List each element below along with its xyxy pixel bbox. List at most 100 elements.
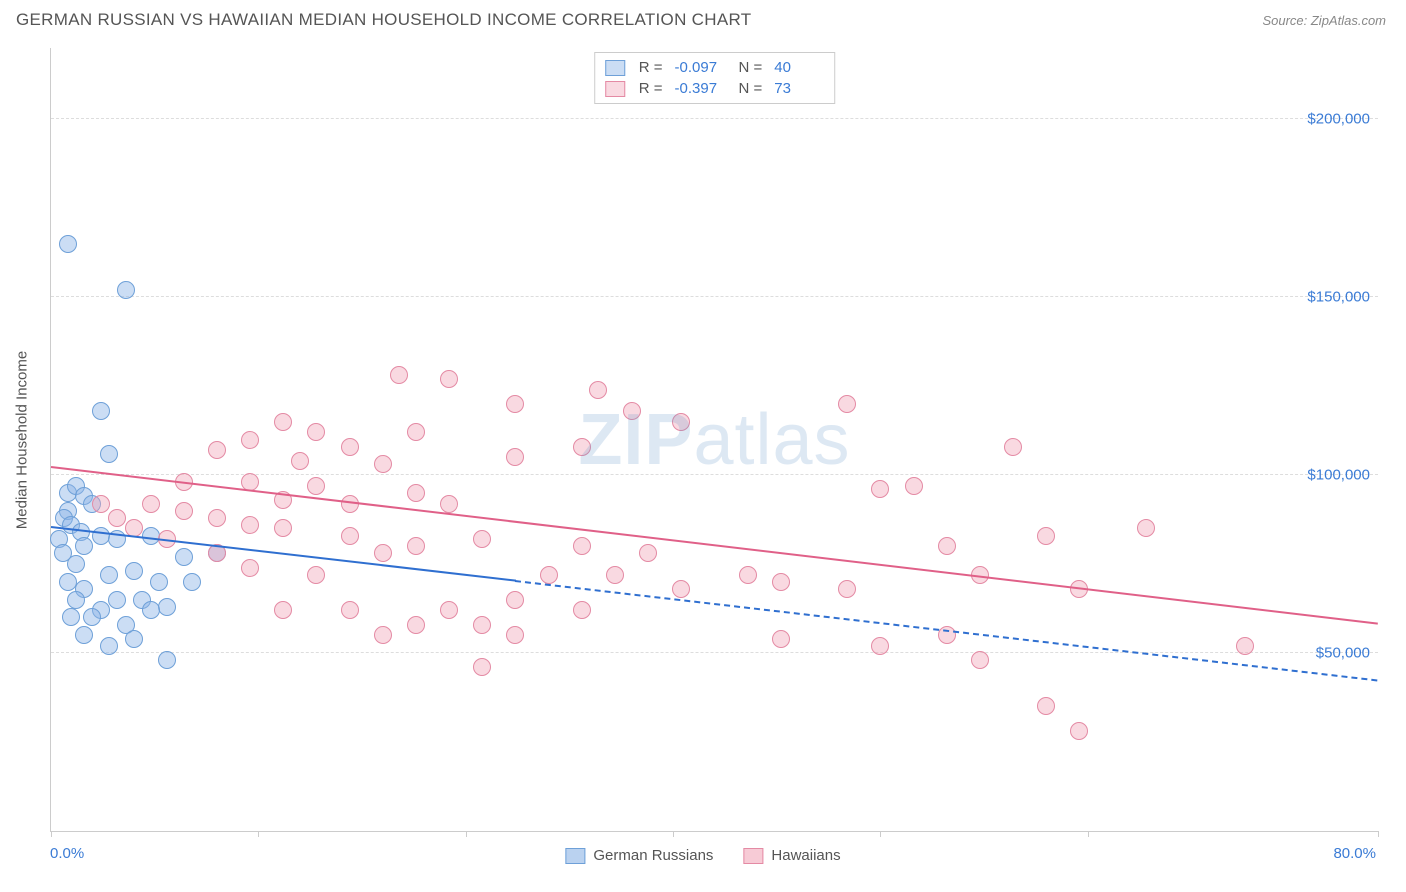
legend-row: R = -0.097 N = 40 xyxy=(605,57,825,78)
data-point xyxy=(75,626,93,644)
data-point xyxy=(440,601,458,619)
data-point xyxy=(1037,527,1055,545)
data-point xyxy=(871,637,889,655)
data-point xyxy=(274,413,292,431)
data-point xyxy=(100,637,118,655)
data-point xyxy=(407,423,425,441)
data-point xyxy=(241,559,259,577)
data-point xyxy=(506,626,524,644)
legend-swatch xyxy=(605,81,625,97)
data-point xyxy=(108,509,126,527)
data-point xyxy=(274,519,292,537)
data-point xyxy=(506,591,524,609)
data-point xyxy=(390,366,408,384)
data-point xyxy=(573,601,591,619)
data-point xyxy=(971,651,989,669)
data-point xyxy=(573,438,591,456)
n-label: N = xyxy=(739,59,763,76)
r-label: R = xyxy=(639,59,663,76)
gridline xyxy=(51,296,1378,297)
trend-line xyxy=(51,466,1378,625)
data-point xyxy=(75,537,93,555)
data-point xyxy=(291,452,309,470)
source-attribution: Source: ZipAtlas.com xyxy=(1262,13,1386,28)
y-tick-label: $100,000 xyxy=(1307,467,1370,484)
data-point xyxy=(440,495,458,513)
y-tick-label: $150,000 xyxy=(1307,289,1370,306)
data-point xyxy=(506,395,524,413)
n-label: N = xyxy=(739,80,763,97)
r-value: -0.097 xyxy=(675,59,725,76)
data-point xyxy=(838,580,856,598)
gridline xyxy=(51,118,1378,119)
data-point xyxy=(623,402,641,420)
data-point xyxy=(1004,438,1022,456)
data-point xyxy=(175,502,193,520)
n-value: 73 xyxy=(774,80,824,97)
x-tick xyxy=(1088,831,1089,837)
data-point xyxy=(142,601,160,619)
data-point xyxy=(92,402,110,420)
data-point xyxy=(117,281,135,299)
x-tick xyxy=(51,831,52,837)
data-point xyxy=(341,438,359,456)
data-point xyxy=(208,509,226,527)
data-point xyxy=(59,235,77,253)
data-point xyxy=(307,423,325,441)
y-tick-label: $50,000 xyxy=(1316,645,1370,662)
data-point xyxy=(407,616,425,634)
data-point xyxy=(341,527,359,545)
data-point xyxy=(241,516,259,534)
data-point xyxy=(125,630,143,648)
data-point xyxy=(341,601,359,619)
data-point xyxy=(871,480,889,498)
data-point xyxy=(1037,697,1055,715)
data-point xyxy=(639,544,657,562)
data-point xyxy=(67,591,85,609)
legend-item: Hawaiians xyxy=(743,847,840,864)
r-value: -0.397 xyxy=(675,80,725,97)
data-point xyxy=(1236,637,1254,655)
data-point xyxy=(905,477,923,495)
y-axis-label: Median Household Income xyxy=(14,351,31,529)
data-point xyxy=(672,580,690,598)
x-tick xyxy=(258,831,259,837)
legend-row: R =-0.397N =73 xyxy=(605,78,825,99)
x-tick xyxy=(880,831,881,837)
data-point xyxy=(473,658,491,676)
data-point xyxy=(1070,722,1088,740)
legend-swatch xyxy=(743,848,763,864)
data-point xyxy=(407,537,425,555)
data-point xyxy=(142,495,160,513)
data-point xyxy=(374,626,392,644)
data-point xyxy=(938,537,956,555)
data-point xyxy=(374,544,392,562)
data-point xyxy=(672,413,690,431)
n-value: 40 xyxy=(774,59,824,76)
watermark: ZIPatlas xyxy=(578,399,850,481)
data-point xyxy=(158,651,176,669)
data-point xyxy=(307,566,325,584)
series-legend: German RussiansHawaiians xyxy=(565,847,840,864)
data-point xyxy=(473,530,491,548)
data-point xyxy=(274,601,292,619)
chart-title: GERMAN RUSSIAN VS HAWAIIAN MEDIAN HOUSEH… xyxy=(16,10,751,30)
correlation-legend: R = -0.097 N = 40R = -0.397 N = 73 xyxy=(594,52,836,104)
x-axis-min-label: 0.0% xyxy=(50,845,84,862)
data-point xyxy=(208,441,226,459)
data-point xyxy=(241,431,259,449)
data-point xyxy=(142,527,160,545)
data-point xyxy=(175,548,193,566)
data-point xyxy=(772,630,790,648)
data-point xyxy=(183,573,201,591)
x-tick xyxy=(673,831,674,837)
data-point xyxy=(108,591,126,609)
gridline xyxy=(51,652,1378,653)
data-point xyxy=(150,573,168,591)
data-point xyxy=(407,484,425,502)
data-point xyxy=(606,566,624,584)
x-axis-max-label: 80.0% xyxy=(1333,845,1376,862)
data-point xyxy=(100,566,118,584)
data-point xyxy=(125,562,143,580)
data-point xyxy=(67,555,85,573)
